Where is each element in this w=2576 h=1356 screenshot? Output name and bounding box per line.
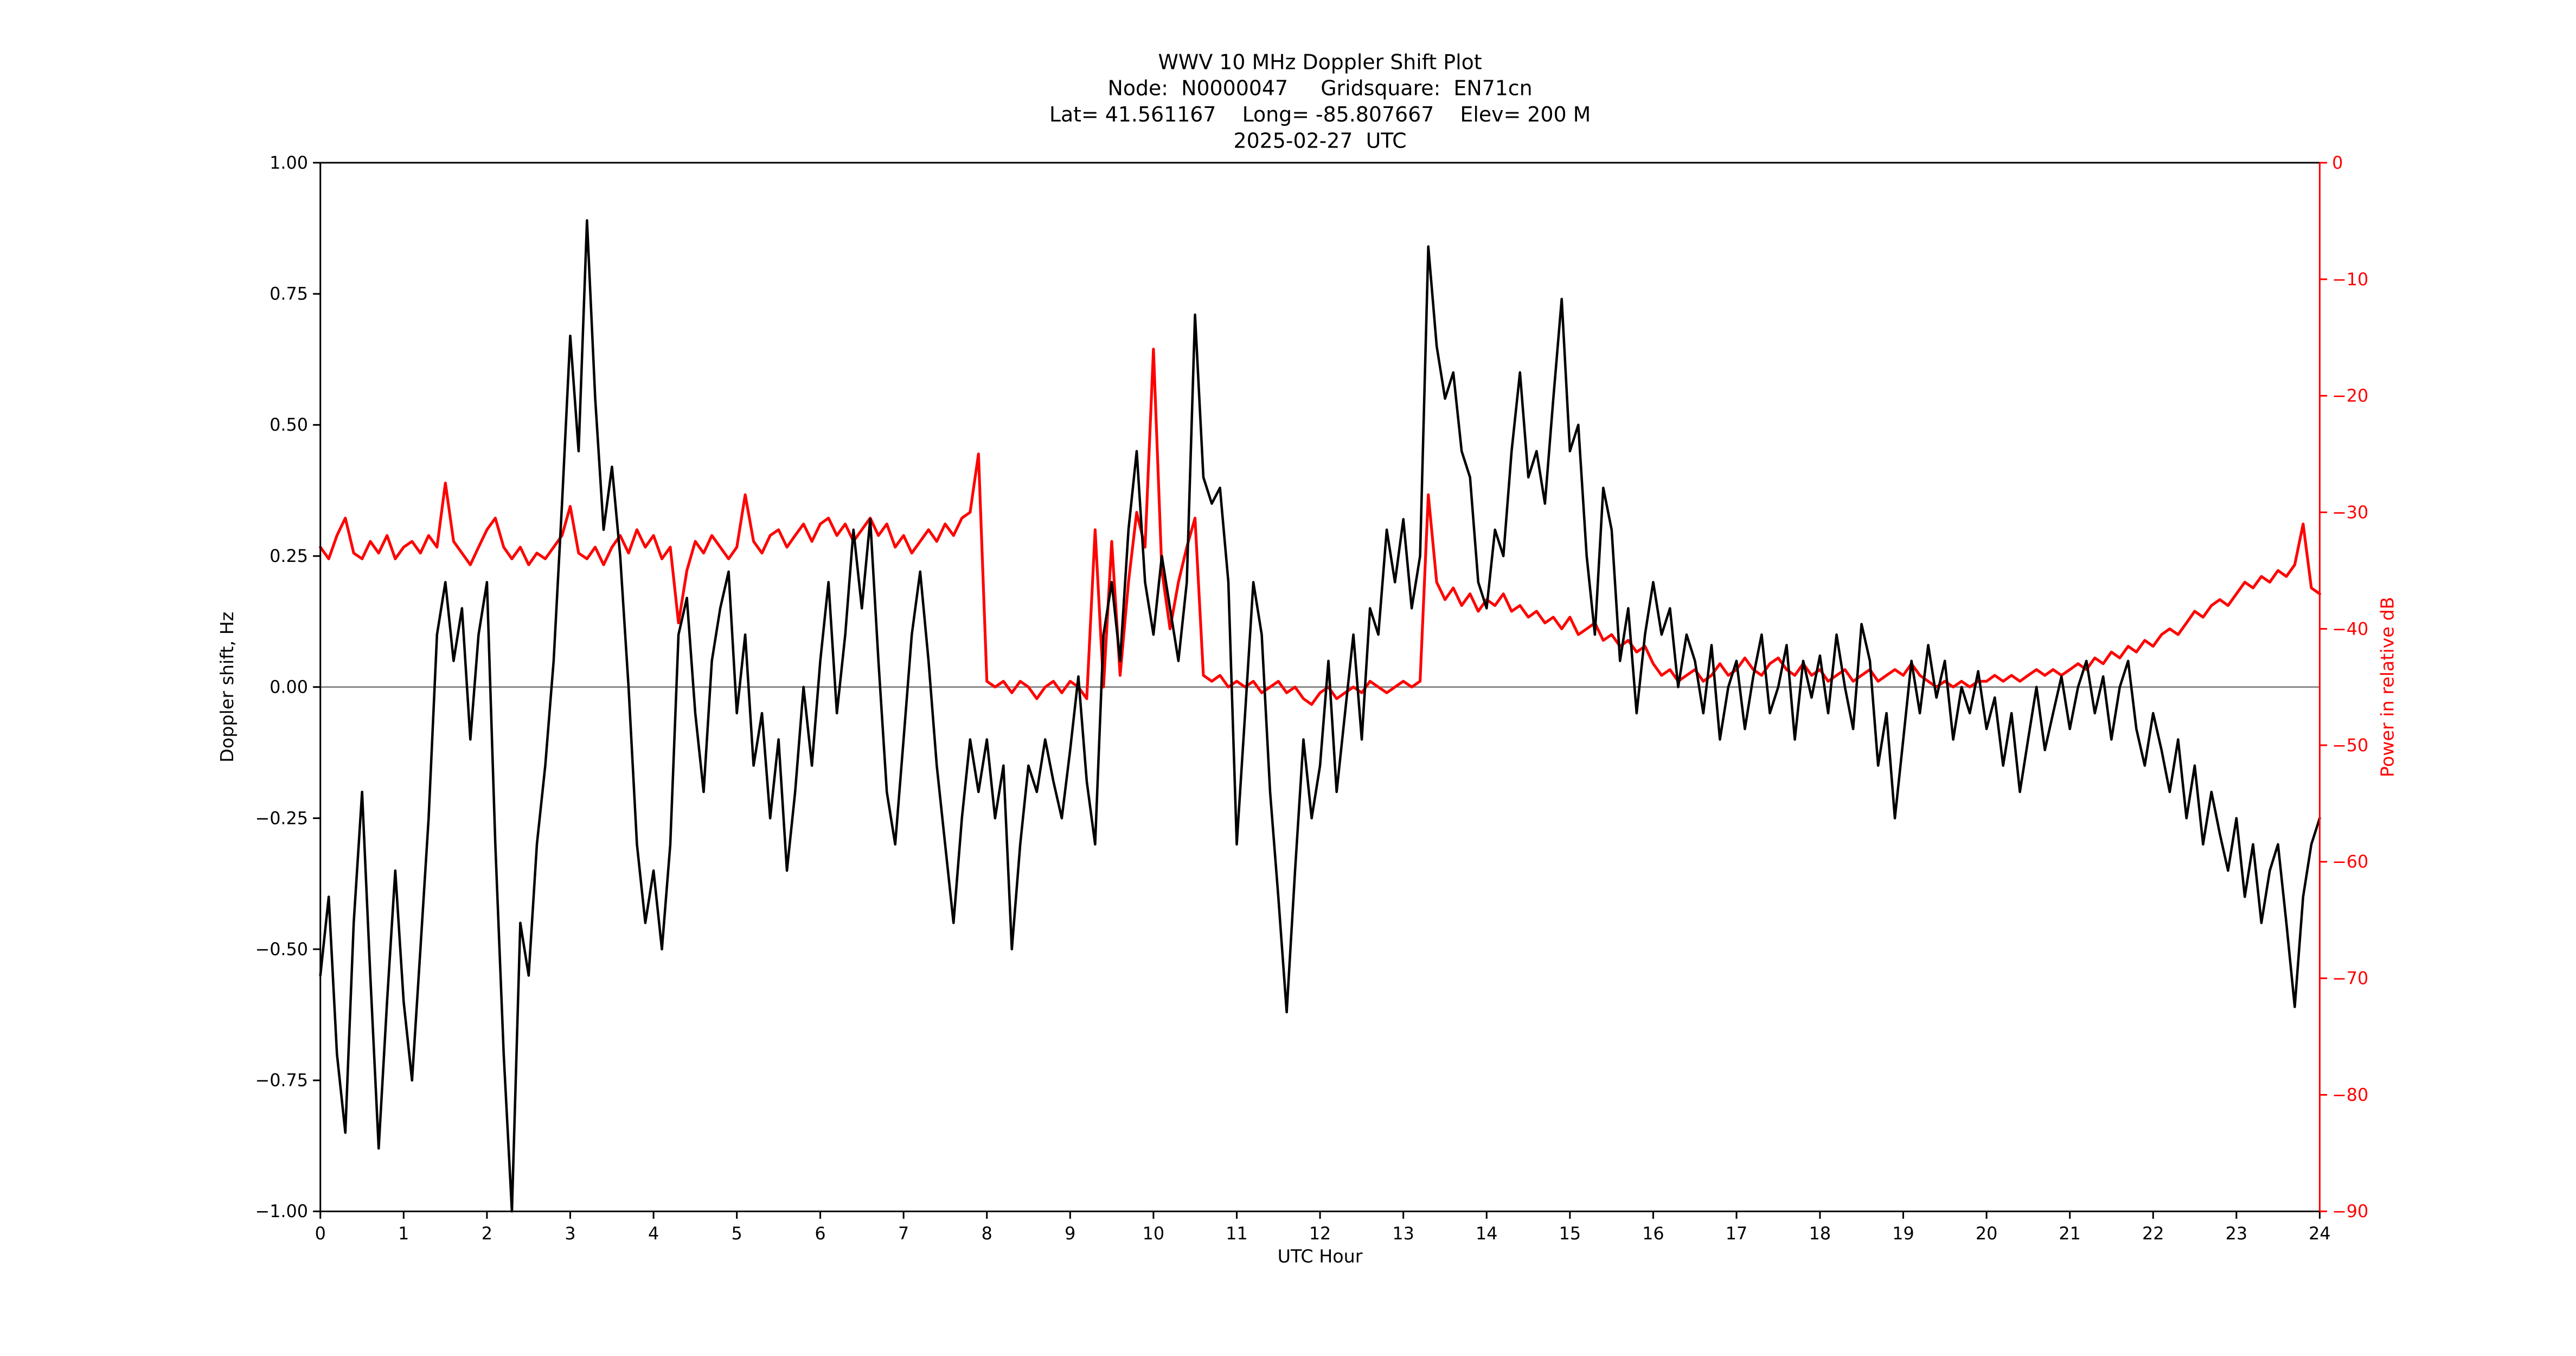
x-tick-label: 24 xyxy=(2309,1223,2330,1244)
x-tick-label: 14 xyxy=(1476,1223,1497,1244)
x-tick-label: 7 xyxy=(898,1223,909,1244)
x-tick-label: 1 xyxy=(398,1223,409,1244)
y-axis-label-left: Doppler shift, Hz xyxy=(216,612,238,763)
x-tick-label: 6 xyxy=(815,1223,825,1244)
x-tick-label: 18 xyxy=(1809,1223,1831,1244)
x-tick-label: 15 xyxy=(1559,1223,1581,1244)
y-tick-right-label: −50 xyxy=(2332,735,2368,756)
y-tick-right-label: −80 xyxy=(2332,1084,2368,1105)
y-tick-right-label: −30 xyxy=(2332,502,2368,522)
y-tick-right-label: −70 xyxy=(2332,968,2368,989)
x-tick-label: 9 xyxy=(1065,1223,1075,1244)
x-tick-label: 22 xyxy=(2142,1223,2164,1244)
y-tick-left-label: −0.75 xyxy=(255,1070,308,1091)
x-tick-label: 17 xyxy=(1726,1223,1747,1244)
plot-title-line1: WWV 10 MHz Doppler Shift Plot xyxy=(1158,50,1482,74)
x-tick-label: 0 xyxy=(315,1223,326,1244)
plot-title-line3: Lat= 41.561167 Long= -85.807667 Elev= 20… xyxy=(1049,103,1591,126)
y-axis-label-right: Power in relative dB xyxy=(2377,597,2398,777)
y-tick-right-label: −10 xyxy=(2332,269,2368,290)
x-tick-label: 16 xyxy=(1642,1223,1664,1244)
x-axis-label: UTC Hour xyxy=(1278,1245,1363,1267)
x-tick-label: 10 xyxy=(1143,1223,1164,1244)
x-tick-label: 20 xyxy=(1976,1223,1997,1244)
x-tick-label: 5 xyxy=(732,1223,742,1244)
x-tick-label: 19 xyxy=(1892,1223,1914,1244)
y-tick-left-label: 0.75 xyxy=(270,283,308,304)
y-tick-left-label: −1.00 xyxy=(255,1201,308,1221)
plot-title-line4: 2025-02-27 UTC xyxy=(1234,129,1407,153)
plot-title-line2: Node: N0000047 Gridsquare: EN71cn xyxy=(1108,76,1533,100)
y-tick-right-label: −20 xyxy=(2332,386,2368,406)
x-tick-label: 21 xyxy=(2059,1223,2080,1244)
chart-generated-layer: 0 1 2 3 4 5 6 7 8 9 10 11 12 13 14 15 16 17 18 19 20 21 22 23 24… xyxy=(255,152,2369,1244)
x-tick-label: 12 xyxy=(1309,1223,1331,1244)
series-power xyxy=(319,348,2321,706)
y-tick-right-label: −90 xyxy=(2332,1201,2368,1221)
y-tick-left-label: 0.00 xyxy=(270,677,308,698)
x-tick-label: 11 xyxy=(1226,1223,1247,1244)
x-tick-label: 2 xyxy=(482,1223,492,1244)
y-tick-right-label: −40 xyxy=(2332,618,2368,639)
y-tick-left-label: −0.50 xyxy=(255,939,308,960)
y-tick-right-label: 0 xyxy=(2332,152,2343,173)
y-tick-right-label: −60 xyxy=(2332,852,2368,872)
y-tick-left-label: −0.25 xyxy=(255,808,308,828)
x-tick-label: 3 xyxy=(565,1223,575,1244)
x-tick-label: 4 xyxy=(648,1223,659,1244)
series-doppler-shift xyxy=(319,219,2321,1213)
x-tick-label: 8 xyxy=(982,1223,992,1244)
y-tick-left-label: 0.25 xyxy=(270,546,308,566)
x-tick-label: 23 xyxy=(2226,1223,2247,1244)
x-tick-label: 13 xyxy=(1392,1223,1414,1244)
y-tick-left-label: 0.50 xyxy=(270,414,308,435)
y-tick-left-label: 1.00 xyxy=(270,152,308,173)
